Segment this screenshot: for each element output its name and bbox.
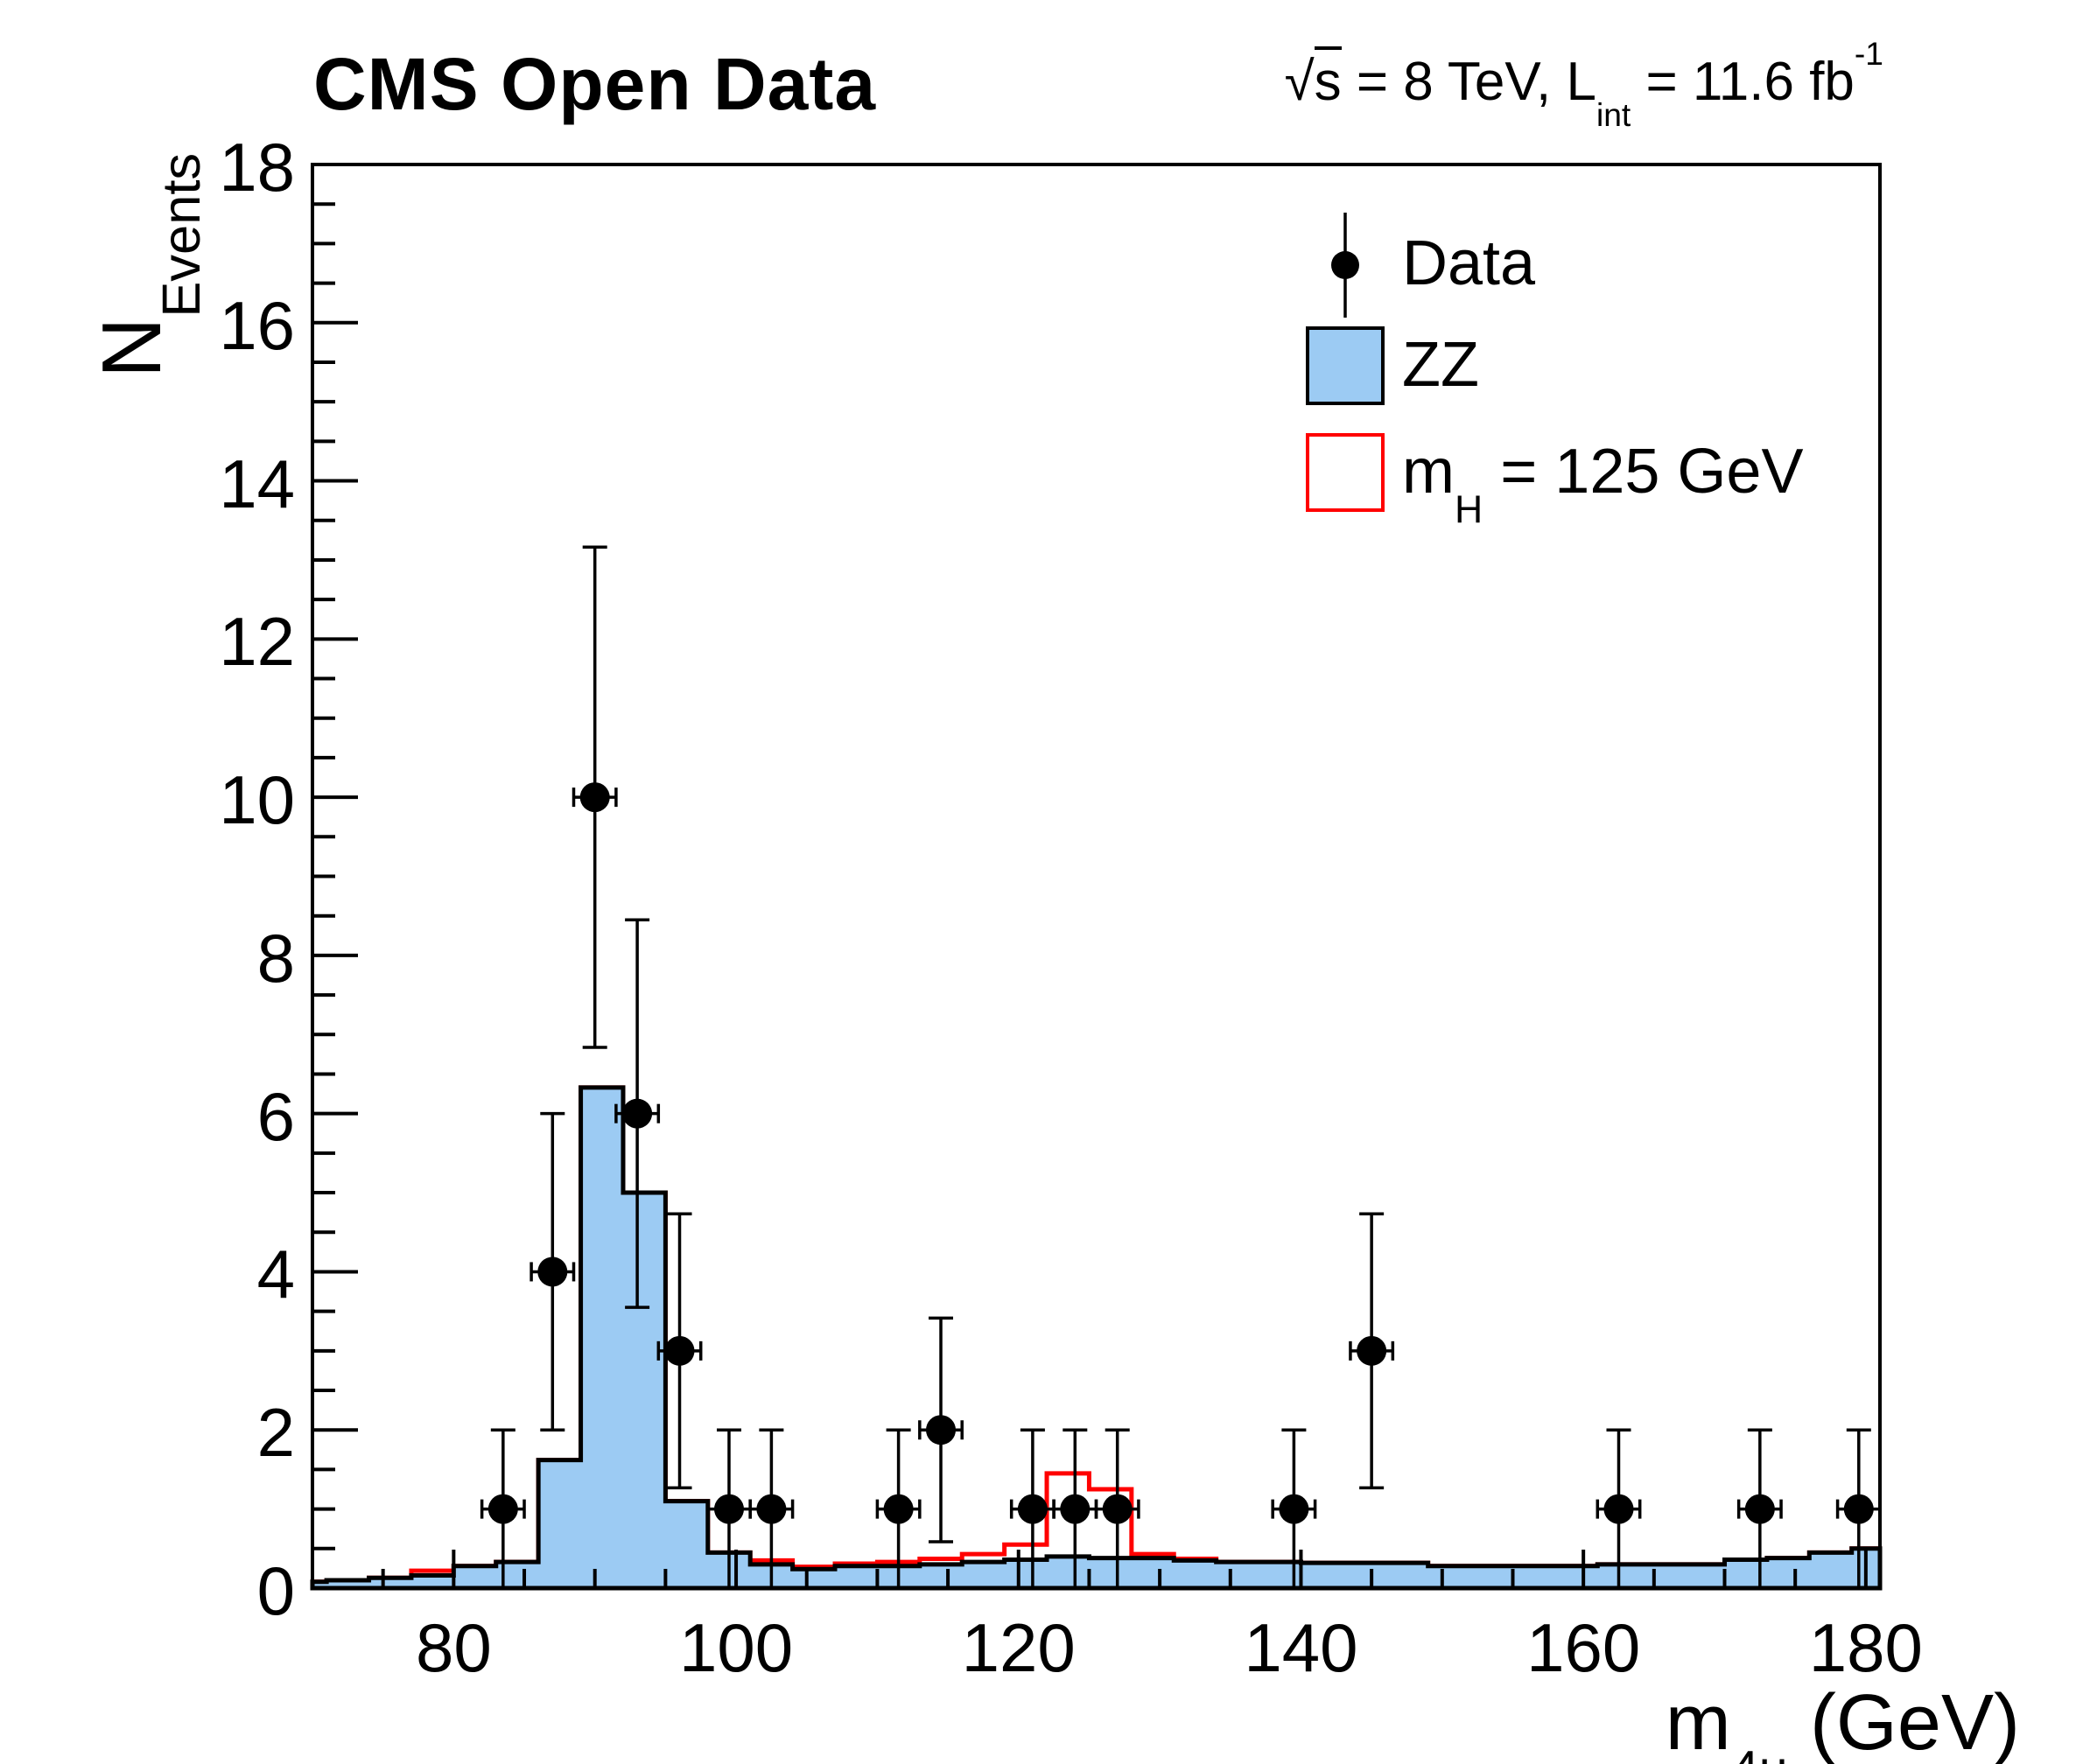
y-tick-label: 18 [219, 129, 295, 206]
plot-title: CMS Open Data [313, 43, 877, 125]
data-series [480, 545, 1882, 1590]
legend-signal-swatch [1306, 433, 1385, 512]
data-point [883, 1494, 914, 1524]
y-tick-label: 4 [256, 1236, 295, 1313]
x-tick-label: 80 [415, 1609, 492, 1686]
data-point [1603, 1494, 1634, 1524]
axis-ticks [312, 202, 1868, 1588]
legend [1306, 213, 1385, 512]
y-tick-label: 6 [256, 1077, 295, 1155]
data-point [1843, 1494, 1874, 1524]
x-axis-title: m4μ (GeV) [1665, 1679, 2020, 1764]
energy-lumi-label: √s = 8 TeV, Lint = 11.6 fb-1 [1284, 34, 1883, 134]
y-tick-label: 12 [219, 603, 295, 681]
data-point [622, 1098, 653, 1129]
legend-label-mh125: mH = 125 GeV [1402, 437, 1804, 532]
x-tick-label: 100 [678, 1609, 794, 1686]
data-point [1060, 1494, 1091, 1524]
y-tick-label: 0 [256, 1552, 295, 1629]
y-tick-label: 16 [219, 286, 295, 364]
y-tick-label: 2 [256, 1394, 295, 1472]
data-point [713, 1494, 744, 1524]
data-point [487, 1494, 518, 1524]
y-tick-label: 14 [219, 444, 295, 522]
data-point [756, 1494, 787, 1524]
sqrt-symbol: √ [1284, 52, 1315, 112]
data-point [1357, 1335, 1387, 1366]
data-point [537, 1256, 568, 1287]
legend-label-zz: ZZ [1402, 330, 1479, 400]
x-tick-label: 120 [961, 1609, 1076, 1686]
zz-histogram [310, 1085, 1883, 1591]
x-tick-label: 180 [1808, 1609, 1923, 1686]
legend-label-data: Data [1402, 228, 1536, 298]
data-point [926, 1415, 957, 1446]
data-point [664, 1335, 695, 1366]
x-tick-label: 140 [1244, 1609, 1358, 1686]
data-point [1102, 1494, 1133, 1524]
x-tick-label: 160 [1526, 1609, 1641, 1686]
data-point [1017, 1494, 1048, 1524]
data-point [1744, 1494, 1775, 1524]
sqrt-s-arg: s [1314, 46, 1342, 112]
y-tick-label: 8 [256, 919, 295, 997]
data-point [579, 782, 610, 813]
legend-data-marker [1331, 251, 1359, 279]
plot-frame [311, 163, 1882, 1590]
y-tick-label: 10 [219, 761, 295, 839]
legend-zz-swatch [1306, 326, 1385, 405]
data-point [1279, 1494, 1309, 1524]
